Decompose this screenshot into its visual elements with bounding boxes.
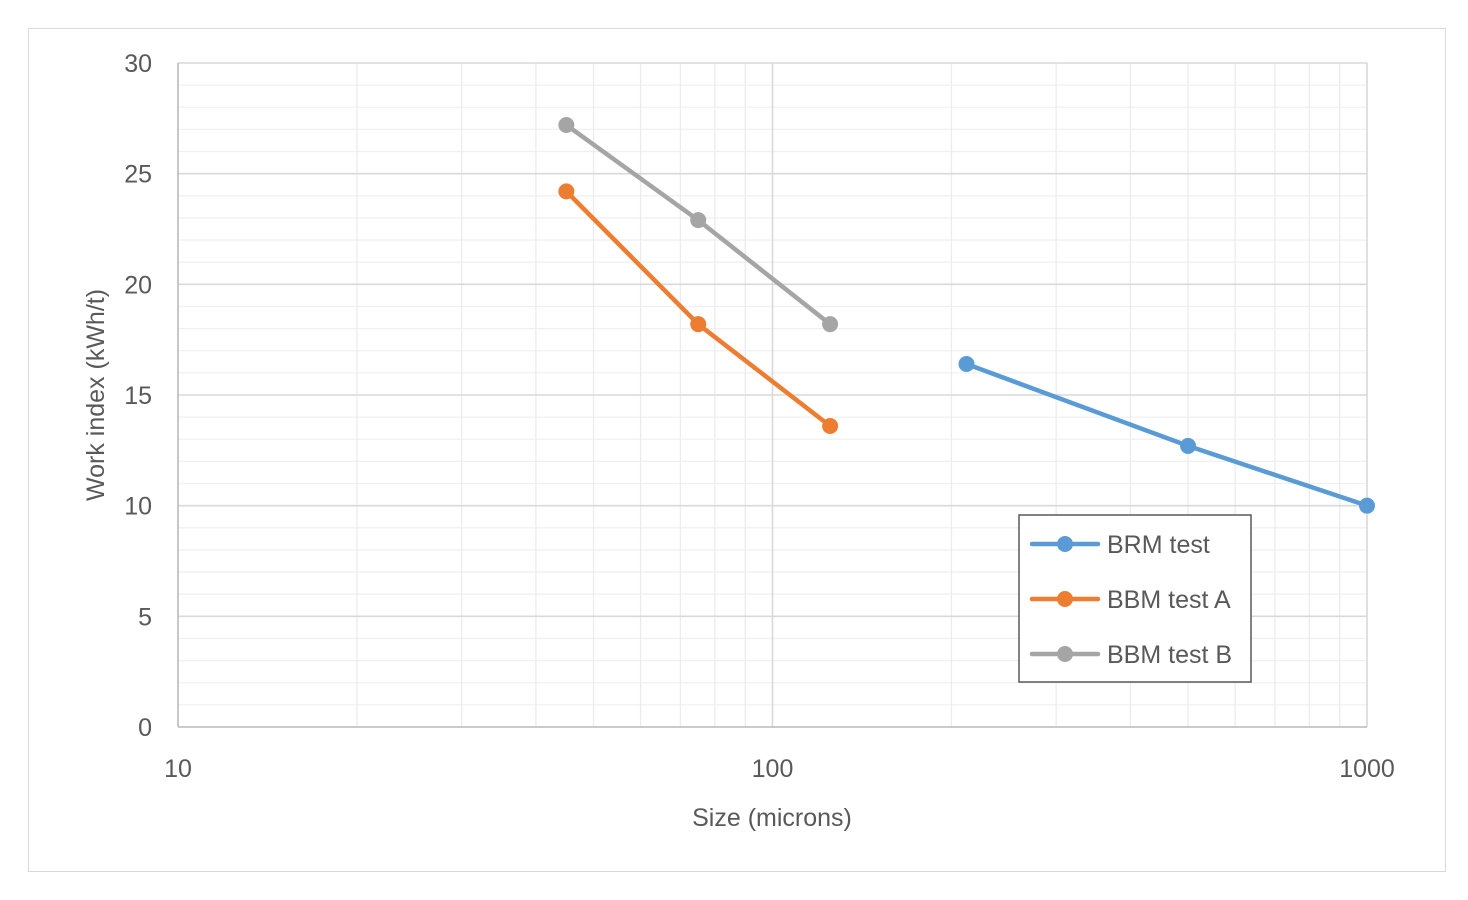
x-tick-label: 10	[164, 755, 192, 783]
series-layer	[558, 116, 1375, 514]
x-tick-label: 1000	[1339, 755, 1395, 783]
x-tick-label: 100	[752, 755, 794, 783]
y-tick-label: 25	[124, 161, 152, 189]
data-point	[690, 316, 707, 333]
y-tick-labels: 0 5 10 15 20 25 30	[124, 50, 152, 742]
legend-label: BRM test	[1107, 531, 1210, 559]
series-line	[964, 361, 1370, 508]
legend: BRM test BBM test A BBM test B	[1018, 514, 1252, 683]
y-tick-label: 15	[124, 382, 152, 410]
y-tick-label: 20	[124, 271, 152, 299]
y-tick-label: 10	[124, 493, 152, 521]
y-axis-title: Work index (kWh/t)	[82, 289, 110, 501]
x-tick-labels: 10 100 1000	[164, 755, 1395, 783]
y-tick-label: 30	[124, 50, 152, 78]
data-point	[958, 356, 975, 373]
data-point	[1359, 497, 1375, 514]
data-point	[558, 116, 575, 133]
y-tick-label: 5	[138, 603, 152, 631]
legend-marker	[1057, 591, 1073, 607]
legend-label: BBM test A	[1107, 586, 1231, 614]
y-tick-label: 0	[138, 714, 152, 742]
legend-label: BBM test B	[1107, 641, 1232, 669]
legend-marker	[1057, 646, 1073, 662]
data-point	[558, 183, 575, 200]
legend-marker	[1057, 536, 1073, 552]
data-point	[1180, 437, 1197, 454]
data-point	[690, 212, 707, 229]
chart-frame	[28, 28, 1446, 872]
data-point	[822, 316, 839, 333]
axes	[177, 63, 1367, 728]
x-axis-title: Size (microns)	[692, 804, 852, 832]
data-point	[822, 417, 839, 434]
